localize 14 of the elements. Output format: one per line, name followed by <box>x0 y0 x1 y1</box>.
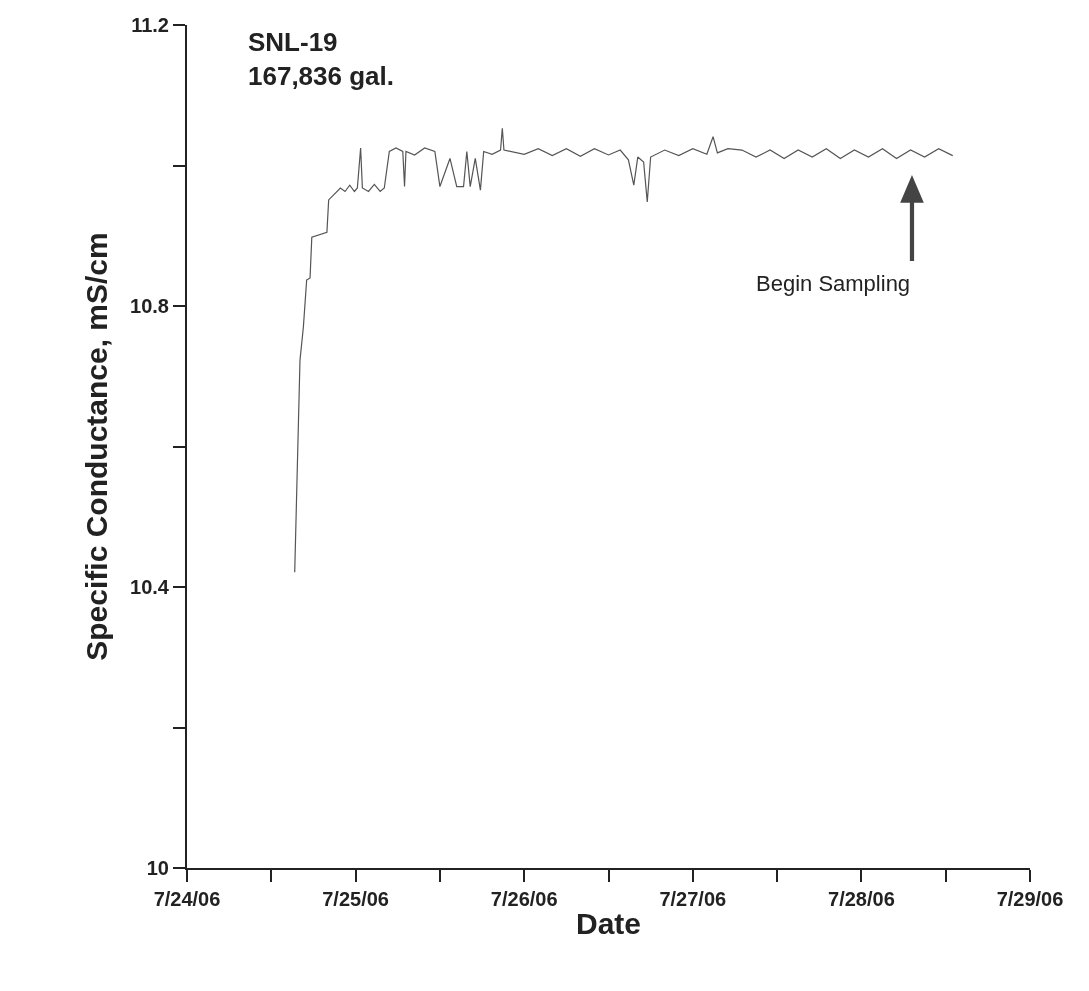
x-tick-label: 7/24/06 <box>153 888 221 910</box>
x-tick-label: 7/27/06 <box>659 888 727 910</box>
y-tick-label: 10.8 <box>130 295 169 317</box>
y-tick-label: 11.2 <box>131 14 169 36</box>
x-tick-label: 7/29/06 <box>996 888 1064 910</box>
annotation: SNL-19 167,836 gal. <box>248 27 394 91</box>
x-tick-label: 7/28/06 <box>828 888 895 910</box>
y-tick-label: 10 <box>146 857 169 879</box>
y-axis-title: Specific Conductance, mS/cm <box>79 232 113 661</box>
annotation: Begin Sampling <box>756 271 911 296</box>
y-tick-label: 10.4 <box>130 576 170 598</box>
x-tick-label: 7/26/06 <box>490 888 558 910</box>
x-tick-label: 7/25/06 <box>322 888 389 910</box>
x-axis-title: Date <box>575 907 642 940</box>
